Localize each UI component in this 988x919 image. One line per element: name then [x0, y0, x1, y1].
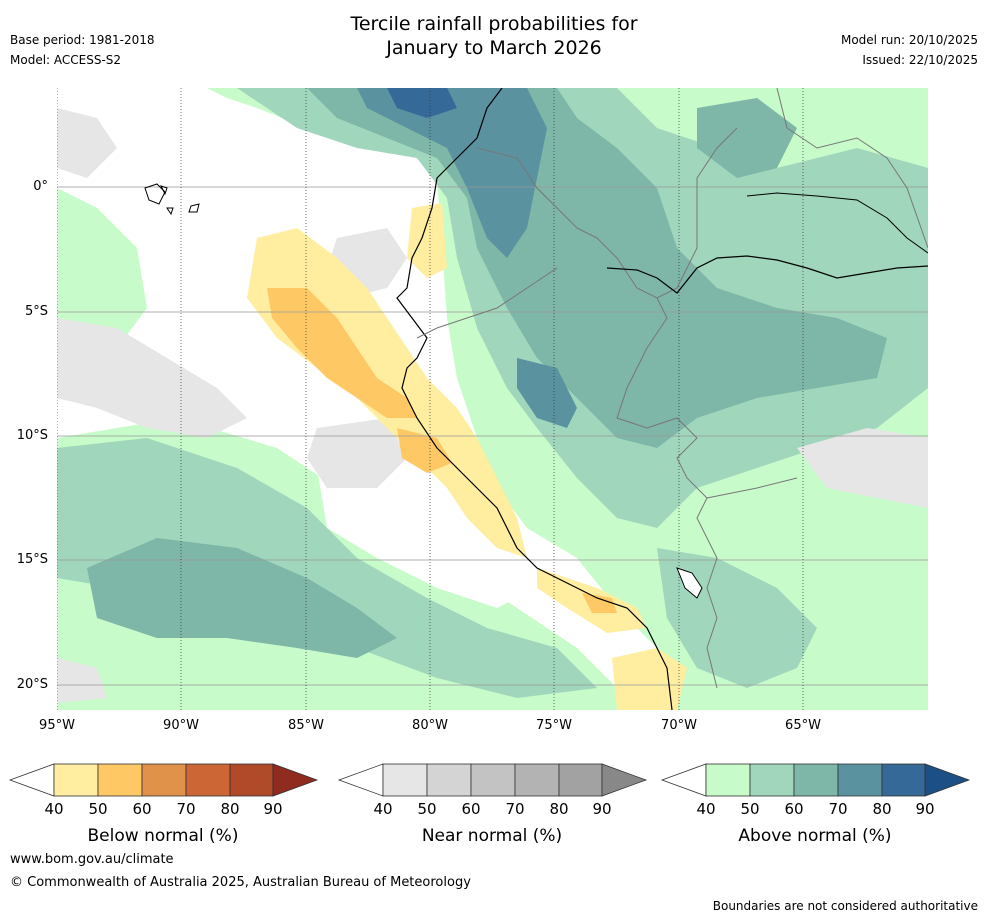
above-50-region-south [57, 438, 597, 698]
lon-label-85w: 85°W [288, 718, 324, 733]
above-70-region [357, 88, 547, 258]
near-tick-70: 70 [505, 800, 525, 818]
below-40-region-north [407, 203, 447, 278]
cb-near-max [601, 763, 648, 797]
near-normal-center [307, 418, 407, 488]
above-tick-80: 80 [872, 800, 892, 818]
cb-above-5 [881, 763, 926, 797]
cb-above-max [924, 763, 971, 797]
cb-near-4 [514, 763, 560, 797]
amazon-river [606, 255, 928, 294]
near-normal-sw [57, 658, 107, 703]
below-50-region-2 [397, 428, 452, 473]
neutral-ocean-region-2 [317, 468, 537, 608]
country-borders [416, 88, 928, 689]
above-tick-60: 60 [784, 800, 804, 818]
above-80-region [387, 88, 457, 118]
cb-below-2 [97, 763, 143, 797]
near-tick-60: 60 [461, 800, 481, 818]
below-normal-title: Below normal (%) [87, 826, 239, 846]
cb-below-min [8, 763, 55, 797]
lat-label-20s: 20°S [16, 677, 48, 692]
cb-below-5 [229, 763, 274, 797]
cb-below-max [272, 763, 319, 797]
galapagos-islands [144, 183, 200, 216]
title-line-1: Tercile rainfall probabilities for [350, 13, 638, 35]
below-50-region [267, 288, 417, 418]
lon-label-65w: 65°W [785, 718, 821, 733]
negro-river [746, 192, 928, 254]
copyright-text: © Commonwealth of Australia 2025, Austra… [10, 875, 471, 890]
near-tick-90: 90 [592, 800, 612, 818]
lon-label-80w: 80°W [412, 718, 448, 733]
above-tick-70: 70 [828, 800, 848, 818]
cb-below-1 [53, 763, 99, 797]
coastline [396, 88, 673, 710]
model-name: Model: ACCESS-S2 [10, 53, 122, 67]
colorbar-below [8, 763, 319, 797]
map-canvas [57, 88, 928, 710]
near-tick-50: 50 [417, 800, 437, 818]
lat-label-15s: 15°S [16, 552, 48, 567]
near-tick-80: 80 [549, 800, 569, 818]
base-period: Base period: 1981-2018 [10, 33, 155, 47]
below-50-region-3 [582, 593, 617, 613]
cb-above-4 [837, 763, 883, 797]
below-tick-60: 60 [132, 800, 152, 818]
above-tick-90: 90 [915, 800, 935, 818]
model-run: Model run: 20/10/2025 [840, 33, 978, 47]
meta-left: Base period: 1981-2018 Model: ACCESS-S2 [10, 30, 155, 70]
map-panel [57, 88, 928, 710]
cb-near-2 [426, 763, 472, 797]
disclaimer-text: Boundaries are not considered authoritat… [712, 899, 978, 913]
near-normal-nw [57, 108, 117, 178]
lon-label-95w: 95°W [39, 718, 75, 733]
graticule [57, 186, 928, 686]
lake-titicaca [676, 567, 703, 599]
colorbars [8, 763, 971, 797]
colorbar-above [660, 763, 971, 797]
cb-near-min [337, 763, 384, 797]
cb-above-min [660, 763, 707, 797]
above-normal-title: Above normal (%) [738, 826, 892, 846]
lat-label-5s: 5°S [24, 304, 48, 319]
below-tick-80: 80 [220, 800, 240, 818]
website-link[interactable]: www.bom.gov.au/climate [10, 852, 174, 867]
lon-label-90w: 90°W [163, 718, 199, 733]
near-normal-east [797, 428, 928, 508]
near-normal-title: Near normal (%) [421, 826, 563, 846]
cb-near-5 [558, 763, 603, 797]
colorbar-near [337, 763, 648, 797]
above-tick-40: 40 [696, 800, 716, 818]
issued-date: Issued: 22/10/2025 [862, 53, 978, 67]
cb-below-3 [141, 763, 187, 797]
above-60-region-ne [697, 98, 797, 178]
lat-label-10s: 10°S [16, 428, 48, 443]
cb-above-1 [705, 763, 751, 797]
lon-label-70w: 70°W [661, 718, 697, 733]
map-title: Tercile rainfall probabilities for Janua… [0, 12, 988, 60]
below-40-region-south [612, 648, 687, 710]
above-70-region-2 [517, 358, 577, 428]
below-tick-40: 40 [44, 800, 64, 818]
near-normal-west [57, 318, 247, 438]
cb-below-4 [185, 763, 231, 797]
above-tick-50: 50 [740, 800, 760, 818]
cb-near-3 [470, 763, 516, 797]
lat-label-0: 0° [33, 179, 48, 194]
title-line-2: January to March 2026 [386, 37, 602, 59]
cb-above-3 [793, 763, 839, 797]
cb-near-1 [382, 763, 428, 797]
lon-label-75w: 75°W [536, 718, 572, 733]
below-tick-90: 90 [263, 800, 283, 818]
above-60-region [307, 88, 887, 448]
cb-above-2 [749, 763, 795, 797]
near-tick-40: 40 [373, 800, 393, 818]
meta-right: Model run: 20/10/2025 Issued: 22/10/2025 [841, 30, 978, 70]
below-tick-70: 70 [176, 800, 196, 818]
above-60-region-south [87, 538, 397, 658]
below-tick-50: 50 [88, 800, 108, 818]
